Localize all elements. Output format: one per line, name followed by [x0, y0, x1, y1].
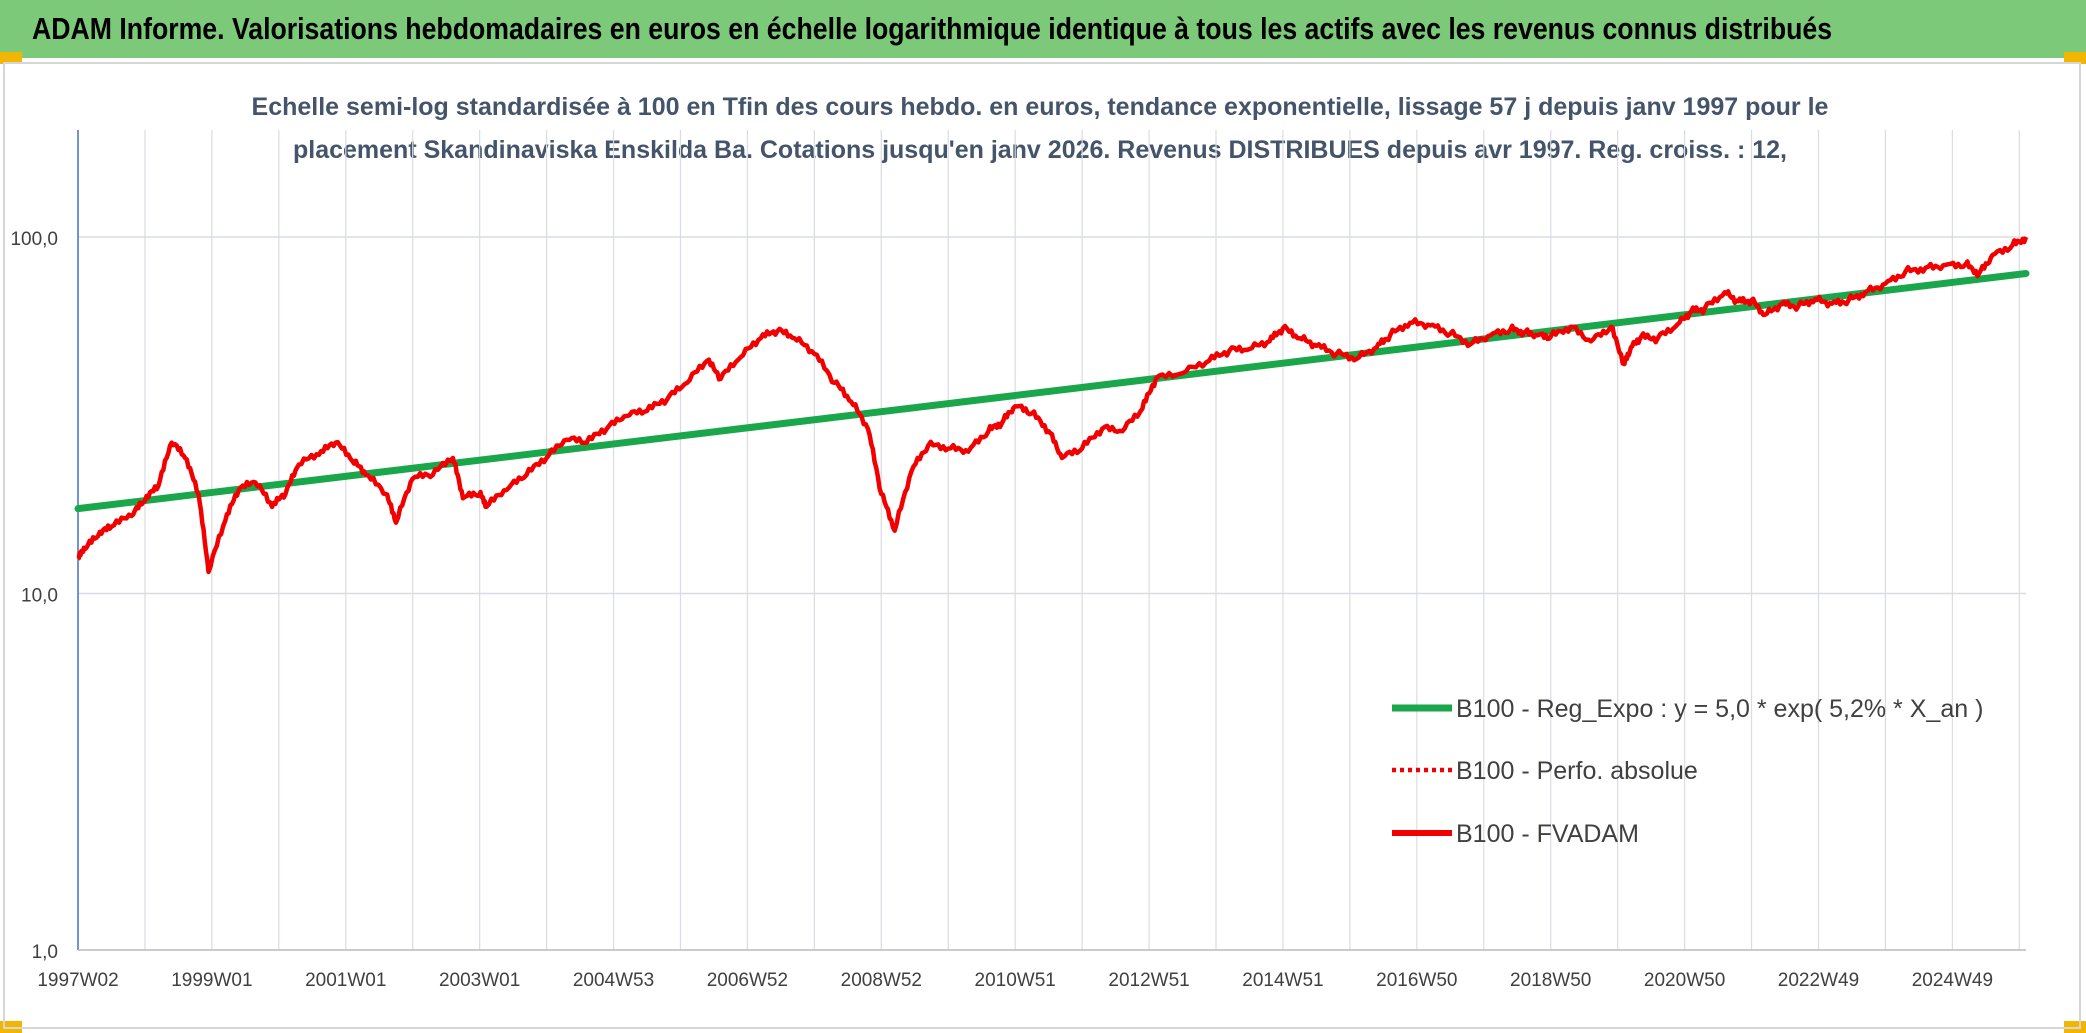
legend-label: B100 - FVADAM — [1456, 820, 1639, 848]
title-banner: ADAM Informe. Valorisations hebdomadaire… — [0, 0, 2086, 58]
x-tick-label: 2024W49 — [1912, 970, 1993, 991]
x-tick-label: 2008W52 — [841, 970, 922, 991]
corner-marker-left — [0, 52, 22, 64]
x-tick-label: 2016W50 — [1376, 970, 1457, 991]
x-tick-label: 2018W50 — [1510, 970, 1591, 991]
x-tick-label: 2022W49 — [1778, 970, 1859, 991]
x-tick-label: 2012W51 — [1108, 970, 1189, 991]
axes: 1,0 10,0 100,0 1997W02 1999W01 2001W01 2003W01… — [10, 130, 2026, 991]
y-tick-label: 1,0 — [32, 942, 58, 963]
x-tick-label: 2004W53 — [573, 970, 654, 991]
x-tick-label: 2010W51 — [975, 970, 1056, 991]
corner-marker-right — [2064, 52, 2086, 64]
legend-label: B100 - Reg_Expo : y = 5,0 * exp( 5,2% * … — [1456, 695, 1983, 723]
series-line-fvadam — [76, 236, 2029, 575]
legend-label: B100 - Perfo. absolue — [1456, 757, 1698, 785]
x-tick-label: 2014W51 — [1242, 970, 1323, 991]
grid-lines — [77, 130, 2026, 951]
page-title: ADAM Informe. Valorisations hebdomadaire… — [32, 11, 1833, 46]
legend: B100 - Reg_Expo : y = 5,0 * exp( 5,2% * … — [1392, 695, 1983, 848]
chart-subtitle-line-2: placement Skandinaviska Enskilda Ba. Cot… — [293, 136, 1787, 164]
x-tick-label: 1999W01 — [171, 970, 252, 991]
x-tick-label: 2003W01 — [439, 970, 520, 991]
series-line-regression — [74, 269, 2030, 513]
y-tick-label: 10,0 — [21, 586, 58, 607]
chart-frame — [3, 62, 2081, 1029]
x-tick-label: 2001W01 — [305, 970, 386, 991]
x-tick-label: 2006W52 — [707, 970, 788, 991]
x-tick-label: 2020W50 — [1644, 970, 1725, 991]
y-tick-label: 100,0 — [10, 229, 58, 250]
chart-subtitle-line-1: Echelle semi-log standardisée à 100 en T… — [252, 93, 1829, 121]
x-tick-label: 1997W02 — [37, 970, 118, 991]
series-layer — [74, 236, 2030, 575]
